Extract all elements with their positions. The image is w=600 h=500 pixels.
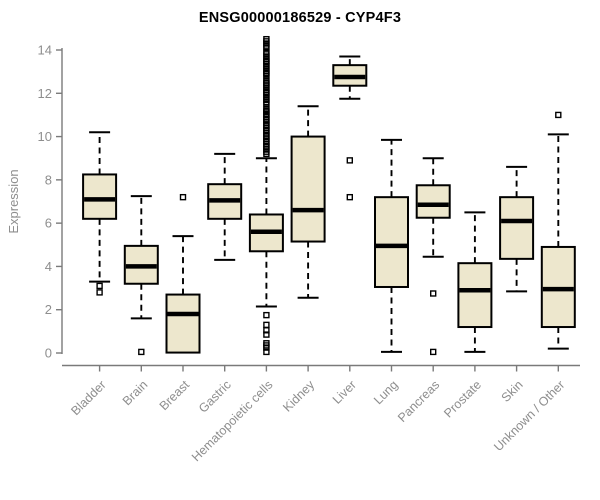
outlier-point xyxy=(346,193,353,201)
box-rect xyxy=(457,262,493,329)
box-rect xyxy=(374,196,409,288)
box-prostate xyxy=(457,211,493,353)
y-tick-label: 0 xyxy=(45,346,52,361)
y-tick-label: 14 xyxy=(38,43,52,58)
x-tick-label: Skin xyxy=(499,378,526,405)
outlier-point xyxy=(346,157,353,164)
x-tick-label: Prostate xyxy=(441,378,484,421)
outlier-point xyxy=(263,348,270,356)
y-tick-label: 10 xyxy=(38,129,52,144)
y-axis-title: Expression xyxy=(6,169,21,233)
x-tick-label: Bladder xyxy=(68,378,108,418)
box-rect xyxy=(499,196,535,260)
x-tick-label: Kidney xyxy=(280,377,317,414)
box-liver xyxy=(332,55,368,201)
box-rect xyxy=(82,173,118,220)
outlier-point xyxy=(96,282,103,290)
x-tick-label: Pancreas xyxy=(395,378,442,425)
box-kidney xyxy=(290,105,326,299)
outlier-point xyxy=(430,348,437,356)
chart-title: ENSG00000186529 - CYP4F3 xyxy=(198,10,402,26)
box-unknown-other xyxy=(540,111,576,350)
box-hematopoietic-cells xyxy=(248,35,284,356)
outlier-point xyxy=(179,193,187,201)
outlier-point xyxy=(263,321,270,329)
box-brain xyxy=(123,195,159,356)
outlier-point xyxy=(555,111,562,119)
box-skin xyxy=(499,165,535,293)
box-breast xyxy=(165,193,201,354)
x-tick-label: Gastric xyxy=(196,378,234,416)
box-pancreas xyxy=(415,157,451,356)
outlier-point xyxy=(263,331,270,338)
y-tick-label: 6 xyxy=(45,216,52,231)
y-tick-label: 2 xyxy=(45,302,52,317)
x-tick-label: Lung xyxy=(371,378,401,408)
y-tick-label: 8 xyxy=(45,172,52,187)
outlier-point xyxy=(430,290,437,297)
outlier-point xyxy=(263,311,270,319)
box-bladder xyxy=(82,131,118,296)
x-tick-label: Breast xyxy=(157,377,193,413)
x-tick-label: Hematopoietic cells xyxy=(189,378,276,465)
box-gastric xyxy=(207,152,243,261)
y-tick-label: 12 xyxy=(38,86,52,101)
box-rect xyxy=(415,184,451,219)
box-rect xyxy=(165,293,201,354)
y-tick-label: 4 xyxy=(45,259,52,274)
box-rect xyxy=(290,135,326,243)
x-tick-label: Liver xyxy=(330,378,359,407)
outlier-point xyxy=(96,289,103,296)
box-lung xyxy=(374,138,409,353)
x-tick-label: Unknown / Other xyxy=(491,378,567,454)
outlier-point xyxy=(138,348,145,356)
outlier-point xyxy=(263,150,270,158)
x-tick-label: Brain xyxy=(120,378,151,409)
